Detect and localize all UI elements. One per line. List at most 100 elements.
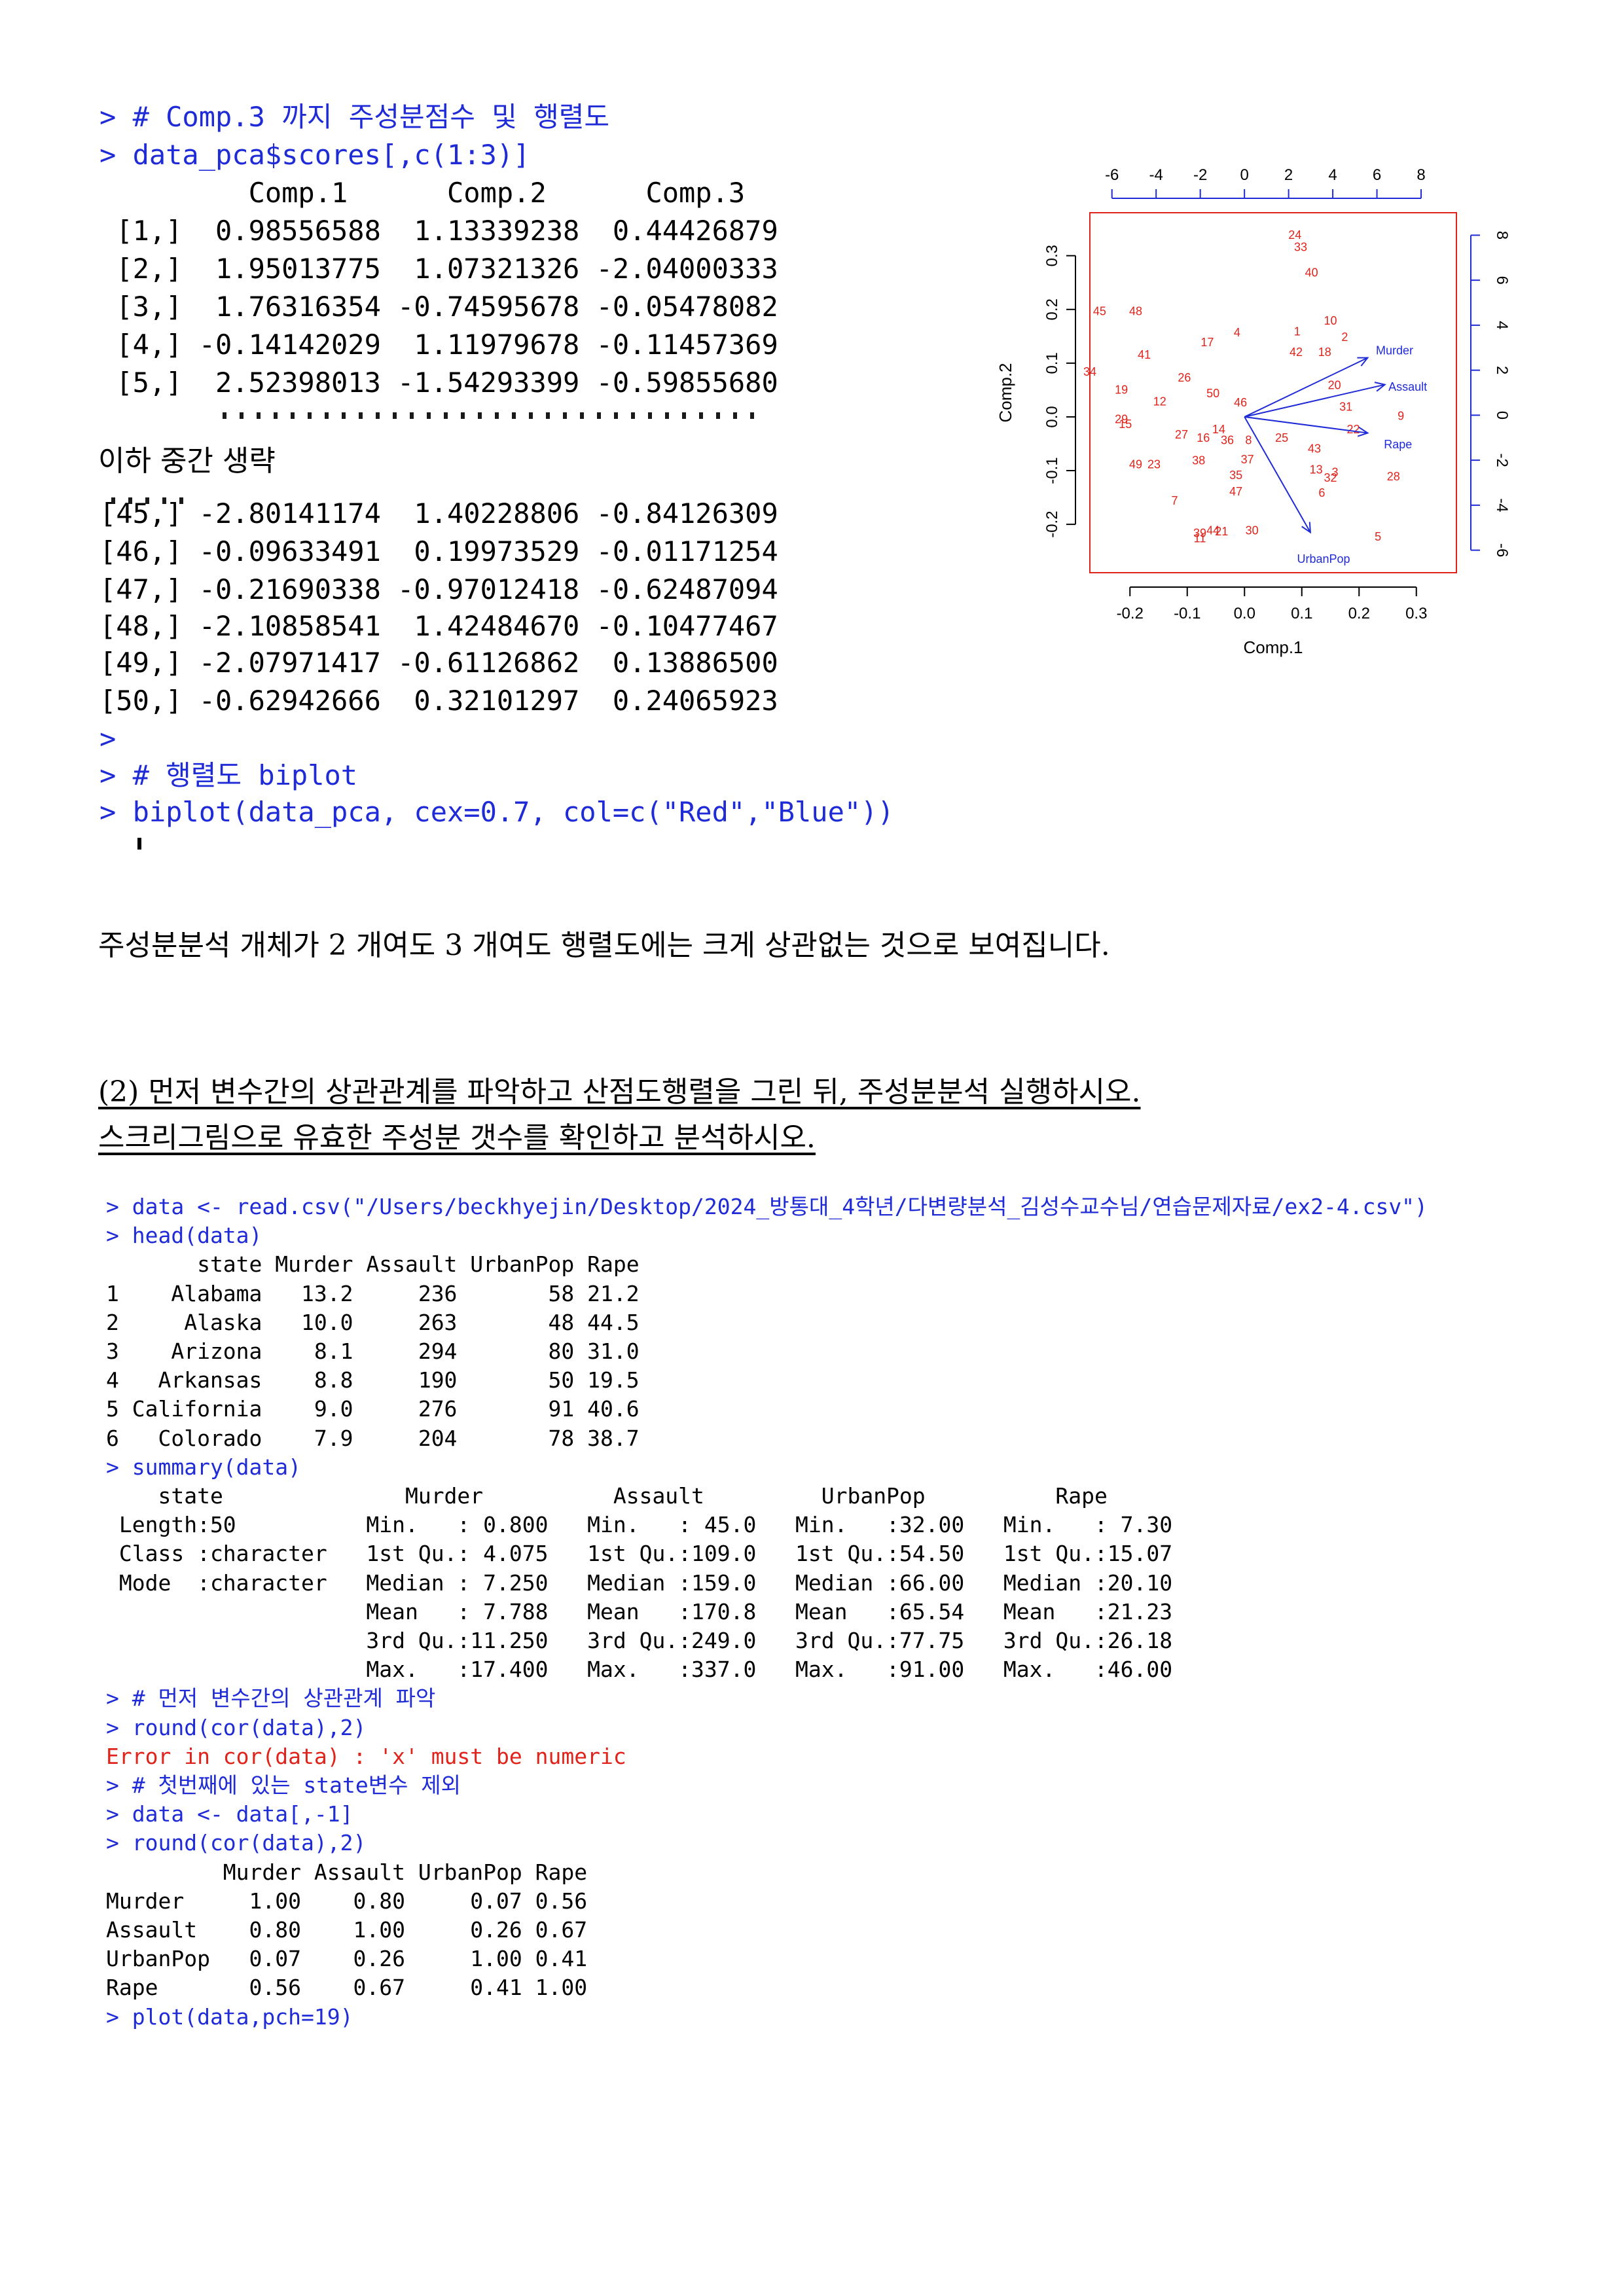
console-line: Length:50 Min. : 0.800 Min. : 45.0 Min. … [106,1512,1199,1538]
y-axis-label: Comp.2 [996,363,1015,422]
console-line: state Murder Assault UrbanPop Rape [106,1483,1186,1509]
point-label: 21 [1215,525,1228,538]
point-label: 37 [1241,453,1254,466]
point-label: 40 [1305,266,1318,279]
x-axis: -0.2 -0.1 0.0 0.1 0.2 0.3 [1117,586,1427,622]
console-line: UrbanPop 0.07 0.26 1.00 0.41 [106,1946,588,1972]
arrows-layer: Murder Assault Rape UrbanPop [1244,344,1427,565]
point-label: 3 [1331,466,1338,479]
console-line: 2 Alaska 10.0 263 48 44.5 [106,1309,640,1335]
point-label: 42 [1290,346,1303,359]
y-tick-label: 0.1 [1043,352,1061,374]
y-tick-label: 0.0 [1043,406,1061,427]
console-prompt: > [99,723,117,755]
console-line: > # 먼저 변수간의 상관관계 파악 [106,1685,436,1712]
right-tick-label: -6 [1493,543,1511,557]
point-label: 22 [1346,423,1360,436]
loading-arrow [1244,416,1311,533]
right-tick-label: -4 [1493,498,1511,512]
console-line: > data <- data[,-1] [106,1801,353,1827]
console-line: 4 Arkansas 8.8 190 50 19.5 [106,1367,640,1393]
point-label: 35 [1229,469,1242,482]
point-label: 36 [1221,433,1234,446]
point-label: 49 [1129,457,1142,471]
point-label: 11 [1194,532,1206,545]
point-label: 27 [1175,428,1188,441]
scores-row: [3,] 1.76316354 -0.74595678 -0.05478082 [99,291,778,323]
crop-edge [111,497,183,504]
right-tick-label: 6 [1493,276,1511,284]
point-label: 9 [1398,409,1404,422]
console-line: 3rd Qu.:11.250 3rd Qu.:249.0 3rd Qu.:77.… [106,1628,1199,1653]
right-tick-label: 8 [1493,231,1511,240]
x-tick-label: 0.3 [1405,605,1427,622]
point-label: 1 [1294,325,1301,338]
x-axis-label: Comp.1 [1243,637,1303,657]
console-line: > round(cor(data),2) [106,1830,367,1856]
y-tick-label: -0.1 [1043,457,1061,484]
point-label: 18 [1318,346,1331,359]
right-tick-label: 0 [1493,411,1511,420]
scores-row: [2,] 1.95013775 1.07321326 -2.04000333 [99,253,778,285]
arrow-head [1357,426,1369,437]
scores-header: Comp.1 Comp.2 Comp.3 [99,177,746,209]
arrow-label: Assault [1388,380,1427,393]
point-label: 16 [1197,431,1210,444]
console-line: 6 Colorado 7.9 204 78 38.7 [106,1425,640,1451]
scores-row: [47,] -0.21690338 -0.97012418 -0.6248709… [99,573,778,605]
point-label: 41 [1138,348,1151,361]
top-tick-label: -4 [1149,166,1163,184]
conclusion-text: 주성분분석 개체가 2 개여도 3 개여도 행렬도에는 크게 상관없는 것으로 … [98,929,1110,962]
point-label: 46 [1234,396,1247,409]
point-label: 38 [1192,454,1205,467]
x-tick-label: 0.2 [1348,605,1370,622]
top-tick-label: 2 [1284,166,1293,184]
console-line: 3 Arizona 8.1 294 80 31.0 [106,1338,640,1364]
top-tick-label: 4 [1328,166,1337,184]
point-label: 15 [1119,418,1132,431]
x-tick-label: 0.1 [1291,605,1312,622]
question-line-1: (2) 먼저 변수간의 상관관계를 파악하고 산점도행렬을 그린 뒤, 주성분분… [98,1075,1141,1109]
point-label: 20 [1328,379,1341,392]
console-comment: > # Comp.3 까지 주성분점수 및 행렬도 [99,101,610,133]
x-tick-label: -0.1 [1174,605,1200,622]
right-tick-label: 2 [1493,366,1511,374]
scores-row: [50,] -0.62942666 0.32101297 0.24065923 [99,685,778,717]
scores-row: [1,] 0.98556588 1.13339238 0.44426879 [99,215,778,247]
y-tick-label: 0.3 [1043,245,1061,266]
biplot-chart: -0.2 -0.1 0.0 0.1 0.2 0.3 -0.2 -0.1 0.0 0.1 0.2 0.… [996,166,1511,657]
scores-row: [49,] -2.07971417 -0.61126862 0.13886500 [99,647,778,679]
arrow-head [1357,357,1369,367]
console-line: Mean : 7.788 Mean :170.8 Mean :65.54 Mea… [106,1598,1199,1624]
right-tick-label: 4 [1493,321,1511,329]
console-line: Error in cor(data) : 'x' must be numeric [106,1743,626,1769]
console-line: Murder Assault UrbanPop Rape [106,1859,588,1885]
point-label: 48 [1129,304,1142,317]
console-line: 1 Alabama 13.2 236 58 21.2 [106,1280,640,1306]
point-label: 28 [1387,470,1400,483]
console-line: > # 첫번째에 있는 state변수 제외 [106,1772,461,1798]
console-line: 5 California 9.0 276 91 40.6 [106,1396,640,1422]
x-tick-label: -0.2 [1117,605,1144,622]
console-line: Mode :character Median : 7.250 Median :1… [106,1570,1199,1596]
top-tick-label: -6 [1105,166,1119,184]
point-label: 44 [1206,524,1219,537]
point-label: 10 [1324,314,1337,327]
point-label: 31 [1339,401,1352,414]
top-tick-label: 0 [1240,166,1248,184]
y-tick-label: 0.2 [1043,298,1061,320]
point-label: 7 [1171,494,1178,507]
point-label: 50 [1206,387,1219,400]
loading-arrow [1244,357,1368,418]
point-label: 26 [1178,371,1191,384]
right-axis: -6 -4 -2 0 2 4 6 8 [1470,231,1511,557]
console-line: Assault 0.80 1.00 0.26 0.67 [106,1917,588,1943]
top-axis: -6 -4 -2 0 2 4 6 8 [1105,166,1426,199]
point-label: 45 [1093,304,1106,317]
point-label: 19 [1115,383,1128,396]
point-label: 30 [1246,524,1259,537]
console-line: > plot(data,pch=19) [106,2003,353,2030]
arrow-head [1301,522,1312,534]
point-label: 2 [1341,331,1348,344]
